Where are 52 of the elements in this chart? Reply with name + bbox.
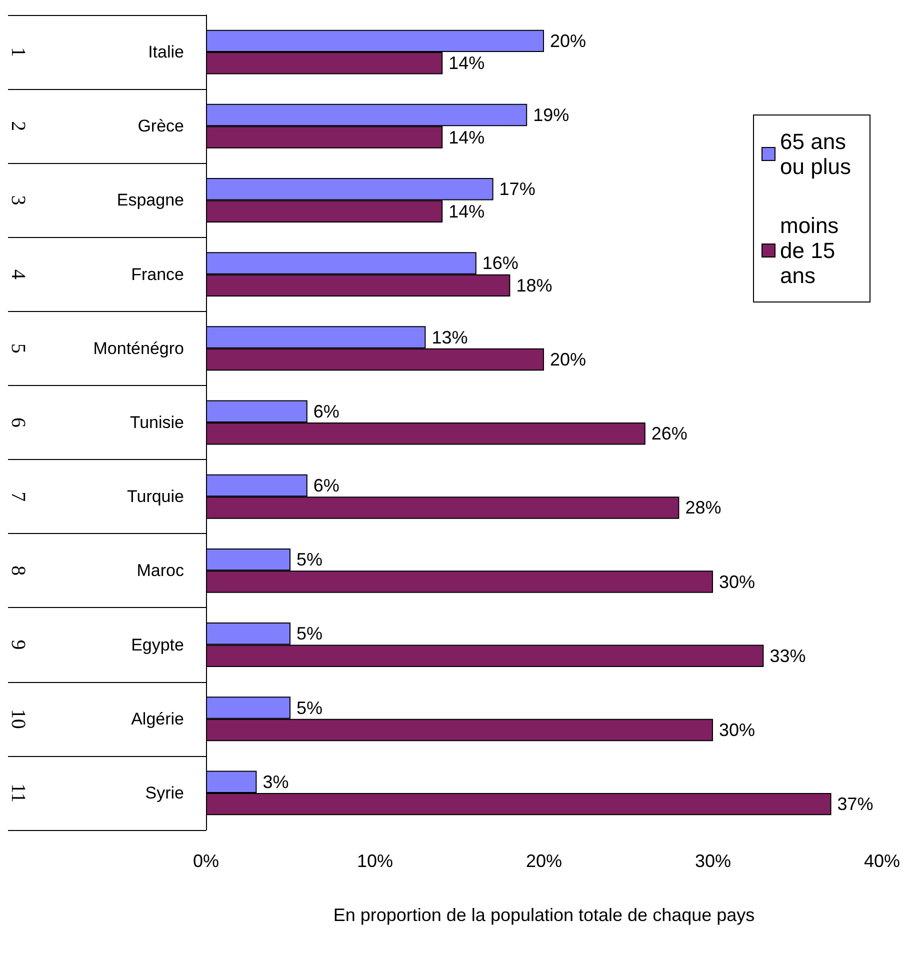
data-label: 30% xyxy=(718,572,756,592)
x-tick-label: 30% xyxy=(694,851,732,871)
x-axis-title: En proportion de la population totale de chaque pays xyxy=(333,905,755,925)
data-label: 26% xyxy=(651,424,688,444)
y2-tick-label: 6 xyxy=(7,418,29,428)
data-label: 17% xyxy=(499,179,536,200)
y-tick-label: Syrie xyxy=(145,783,184,802)
data-label: 20% xyxy=(550,30,586,51)
data-label: 14% xyxy=(448,201,485,222)
data-label: 5% xyxy=(296,698,323,718)
y2-tick-label: 2 xyxy=(7,121,29,132)
y2-tick-label: 4 xyxy=(7,269,29,280)
data-label: 28% xyxy=(685,498,722,518)
y-tick-label: Italie xyxy=(148,42,184,62)
data-label: 14% xyxy=(448,53,485,74)
data-label: 30% xyxy=(718,720,756,740)
data-label: 37% xyxy=(837,794,874,814)
y-tick-label: Turquie xyxy=(126,487,184,506)
y-tick-label: Espagne xyxy=(116,190,184,210)
y-tick-label: Algérie xyxy=(131,709,184,728)
y2-tick-label: 1 xyxy=(7,47,29,58)
y-tick-label: Maroc xyxy=(136,561,184,580)
y-tick-label: Tunisie xyxy=(130,413,184,432)
x-tick-label: 10% xyxy=(356,851,394,871)
data-label: 19% xyxy=(533,105,570,126)
y2-tick-label: 5 xyxy=(7,343,29,354)
data-label: 20% xyxy=(550,350,586,370)
y2-tick-label: 9 xyxy=(7,640,29,650)
y-tick-label: Monténégro xyxy=(93,338,184,358)
data-label: 5% xyxy=(296,624,323,644)
data-label: 5% xyxy=(296,550,323,570)
x-tick-label: 20% xyxy=(526,851,562,871)
data-label: 6% xyxy=(313,401,340,422)
y-tick-label: Grèce xyxy=(138,116,184,136)
data-label: 13% xyxy=(432,327,468,348)
y2-tick-label: 8 xyxy=(7,566,29,576)
y2-tick-label: 10 xyxy=(7,708,29,729)
x-tick-label: 0% xyxy=(192,851,220,871)
data-label: 6% xyxy=(313,475,340,496)
y2-tick-label: 3 xyxy=(7,195,29,206)
legend-label: 65 ans ou plus xyxy=(780,129,852,179)
data-label: 3% xyxy=(262,772,289,792)
data-label: 33% xyxy=(770,646,806,666)
data-label: 14% xyxy=(448,127,485,148)
y-tick-label: Egypte xyxy=(131,635,184,654)
data-label: 16% xyxy=(482,253,518,274)
data-label: 18% xyxy=(516,275,552,296)
legend-label: moins de 15 ans xyxy=(780,213,845,288)
y2-tick-label: 7 xyxy=(7,492,29,502)
y-tick-label: France xyxy=(131,264,184,284)
x-tick-label: 40% xyxy=(864,851,900,871)
y2-tick-label: 11 xyxy=(7,783,29,803)
